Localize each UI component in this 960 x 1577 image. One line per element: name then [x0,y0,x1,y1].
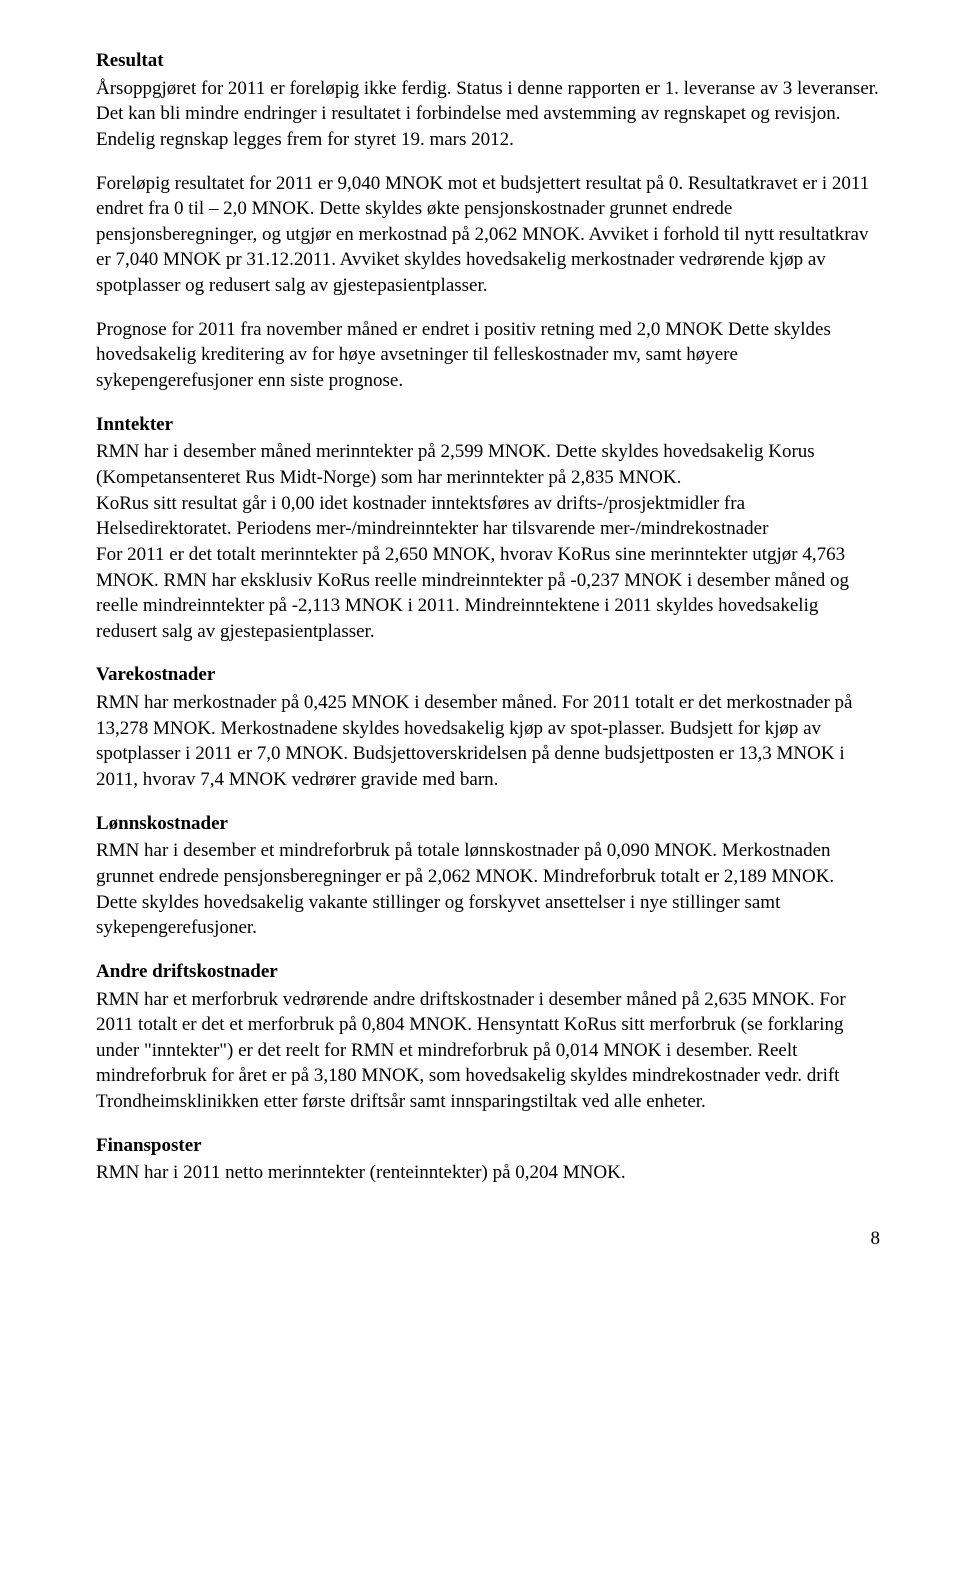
paragraph: Årsoppgjøret for 2011 er foreløpig ikke … [96,76,880,153]
paragraph: RMN har i desember et mindreforbruk på t… [96,838,880,941]
heading-inntekter: Inntekter [96,412,880,438]
heading-lonnskostnader: Lønnskostnader [96,811,880,837]
paragraph: Foreløpig resultatet for 2011 er 9,040 M… [96,171,880,299]
paragraph: KoRus sitt resultat går i 0,00 idet kost… [96,491,880,542]
paragraph: RMN har i 2011 netto merinntekter (rente… [96,1160,880,1186]
page-number: 8 [96,1226,880,1252]
paragraph: For 2011 er det totalt merinntekter på 2… [96,542,880,645]
paragraph: RMN har et merforbruk vedrørende andre d… [96,987,880,1115]
paragraph: RMN har i desember måned merinntekter på… [96,439,880,490]
heading-andre-driftskostnader: Andre driftskostnader [96,959,880,985]
heading-finansposter: Finansposter [96,1133,880,1159]
paragraph: RMN har merkostnader på 0,425 MNOK i des… [96,690,880,793]
heading-varekostnader: Varekostnader [96,662,880,688]
paragraph: Prognose for 2011 fra november måned er … [96,317,880,394]
heading-resultat: Resultat [96,48,880,74]
